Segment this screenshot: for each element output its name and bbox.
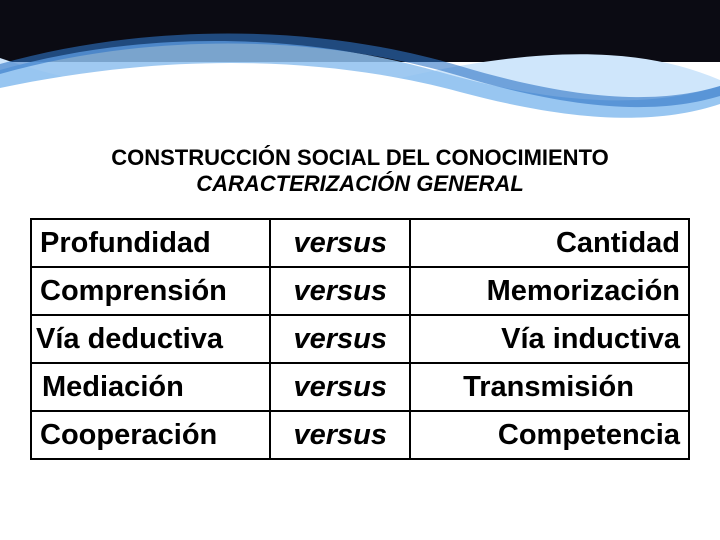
title-line-2: CARACTERIZACIÓN GENERAL	[0, 171, 720, 197]
cell-left: Mediación	[31, 363, 270, 411]
cell-right: Cantidad	[410, 219, 689, 267]
table-row: Profundidad versus Cantidad	[31, 219, 689, 267]
comparison-table: Profundidad versus Cantidad Comprensión …	[30, 218, 690, 460]
cell-right: Vía inductiva	[410, 315, 689, 363]
cell-left: Vía deductiva	[31, 315, 270, 363]
cell-mid: versus	[270, 411, 410, 459]
slide-title: CONSTRUCCIÓN SOCIAL DEL CONOCIMIENTO CAR…	[0, 145, 720, 198]
cell-left: Profundidad	[31, 219, 270, 267]
table-row: Vía deductiva versus Vía inductiva	[31, 315, 689, 363]
header-wave-banner	[0, 0, 720, 130]
wave-icon	[0, 0, 720, 130]
cell-right: Competencia	[410, 411, 689, 459]
table-row: Comprensión versus Memorización	[31, 267, 689, 315]
table-row: Cooperación versus Competencia	[31, 411, 689, 459]
cell-mid: versus	[270, 267, 410, 315]
cell-right: Transmisión	[410, 363, 689, 411]
cell-right: Memorización	[410, 267, 689, 315]
title-line-1: CONSTRUCCIÓN SOCIAL DEL CONOCIMIENTO	[0, 145, 720, 171]
cell-left: Cooperación	[31, 411, 270, 459]
cell-mid: versus	[270, 219, 410, 267]
cell-mid: versus	[270, 315, 410, 363]
table-row: Mediación versus Transmisión	[31, 363, 689, 411]
cell-mid: versus	[270, 363, 410, 411]
table: Profundidad versus Cantidad Comprensión …	[30, 218, 690, 460]
cell-left: Comprensión	[31, 267, 270, 315]
